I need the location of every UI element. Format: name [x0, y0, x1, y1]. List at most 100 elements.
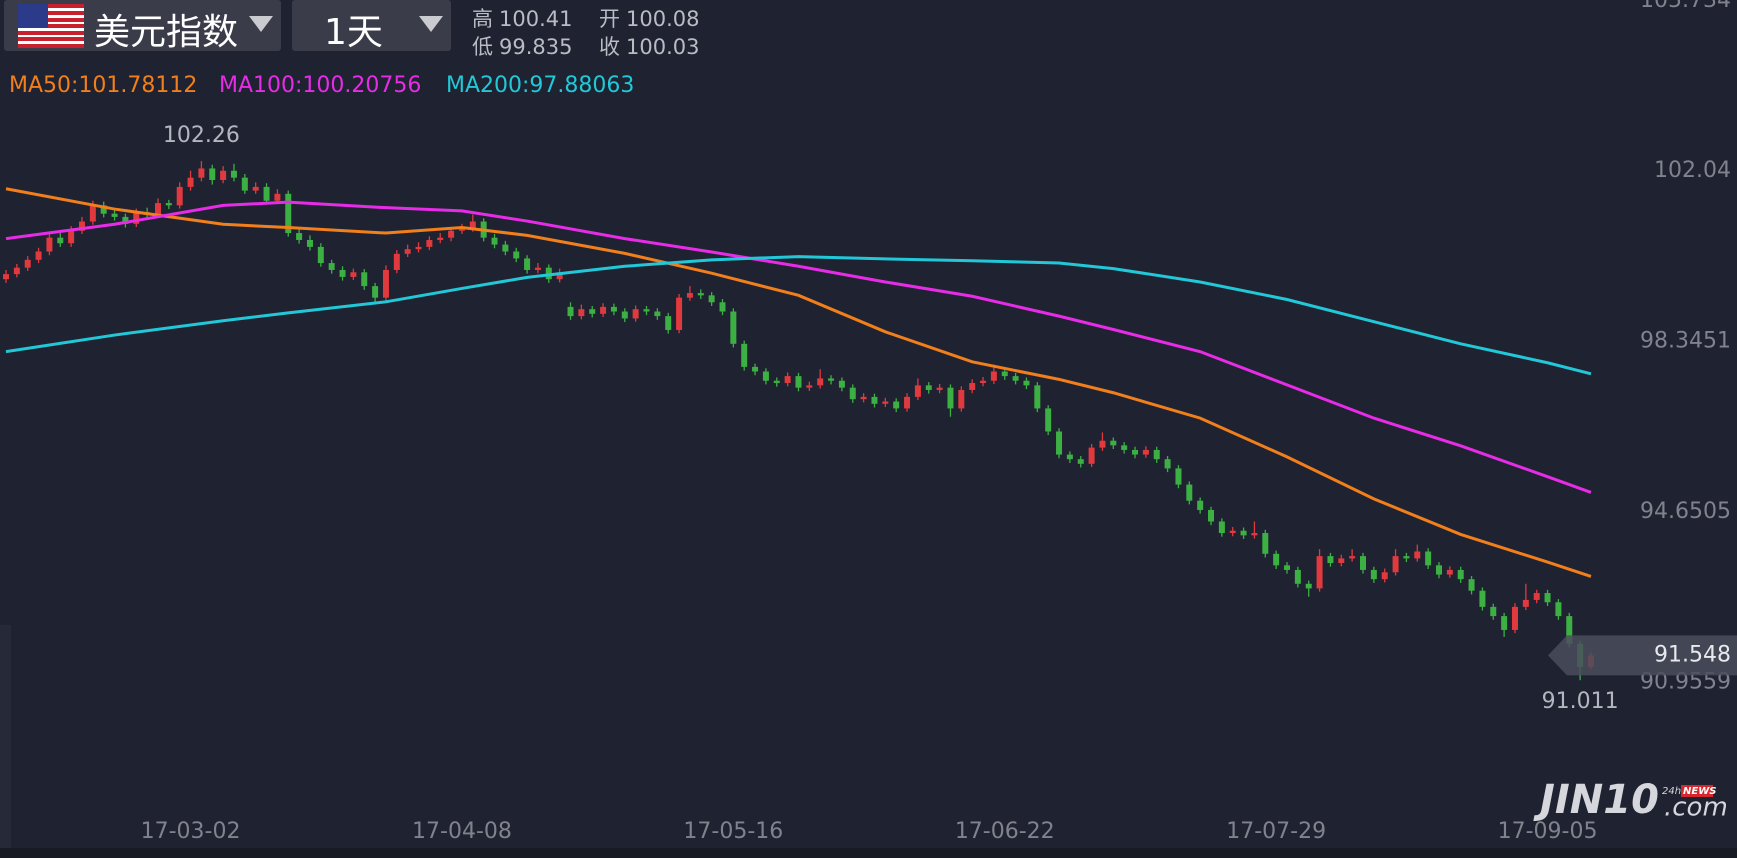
y-tick-label: 98.3451 — [1640, 329, 1731, 354]
plot: 90.955994.650598.3451102.04105.73417-03-… — [3, 0, 1737, 844]
candle-body — [1034, 385, 1041, 409]
x-tick-label: 17-03-02 — [141, 819, 241, 844]
legend-entry: MA200:97.88063 — [446, 73, 634, 98]
candle-body — [925, 385, 932, 390]
candle-body — [621, 311, 628, 319]
candle-body — [1186, 484, 1193, 501]
candle-body — [1305, 583, 1312, 589]
candle-body — [860, 396, 867, 400]
candle-body — [285, 193, 292, 234]
candle-body — [426, 239, 433, 247]
brand-domain: .com — [1664, 793, 1728, 823]
candle-body — [524, 258, 531, 270]
candle-body — [980, 380, 987, 384]
candle-body — [1088, 447, 1095, 464]
x-tick-label: 17-07-29 — [1226, 819, 1326, 844]
ma-line — [5, 255, 1592, 376]
price-tag — [1548, 635, 1737, 676]
bottom-strip — [0, 848, 1737, 858]
candle-body — [361, 272, 368, 287]
candle-body — [1045, 408, 1052, 432]
quote-label: 开 — [599, 7, 620, 31]
candle-body — [1370, 569, 1377, 580]
symbol-name: 美元指数 — [94, 12, 239, 53]
candle-body — [274, 193, 281, 201]
candle-body — [209, 168, 216, 180]
legend-entry: MA50:101.78112 — [9, 73, 197, 98]
candle-body — [469, 221, 476, 229]
candle-body — [1218, 521, 1225, 534]
quote-low: 低 99.835 — [472, 31, 578, 61]
candle-body — [502, 244, 509, 252]
legend-entry: MA100:100.20756 — [219, 73, 421, 98]
candle-body — [784, 376, 791, 384]
candle-body — [882, 401, 889, 404]
candle-body — [491, 237, 498, 245]
candle-body — [220, 170, 227, 180]
y-tick-label: 102.04 — [1654, 158, 1731, 183]
candle-body — [372, 286, 379, 298]
candle-body — [1273, 553, 1280, 566]
quote-value: 99.835 — [499, 35, 573, 59]
candle-body — [1251, 533, 1258, 536]
candle-body — [513, 251, 520, 259]
period-name: 1天 — [324, 12, 383, 53]
candle-body — [1392, 556, 1399, 573]
candle-body — [1435, 565, 1442, 575]
candle-body — [252, 186, 259, 191]
candle-body — [24, 259, 31, 268]
candle-body — [187, 177, 194, 187]
candle-body — [89, 205, 96, 222]
candle-body — [306, 239, 313, 247]
candle-body — [871, 396, 878, 404]
candle-body — [1110, 440, 1117, 446]
dropdown-arrow — [249, 16, 273, 32]
candle-body — [1566, 616, 1573, 644]
candle-body — [936, 387, 943, 390]
candle-body — [1229, 530, 1236, 534]
candle-body — [111, 213, 118, 217]
candle-body — [1468, 579, 1475, 591]
period-dropdown[interactable]: 1天 — [292, 0, 451, 53]
candle-body — [1077, 459, 1084, 464]
badge-a: 24h — [1662, 786, 1681, 797]
candle-body — [339, 269, 346, 277]
candle-body — [1338, 558, 1345, 564]
symbol-dropdown[interactable]: 美元指数 — [4, 0, 281, 53]
candle-body — [534, 267, 541, 270]
candle-body — [328, 263, 335, 270]
brand: JIN10 — [1533, 777, 1659, 823]
quote-value: 100.03 — [626, 35, 700, 59]
candle-body — [1316, 556, 1323, 589]
candle-body — [1511, 606, 1518, 630]
candle-body — [610, 306, 617, 312]
candle-body — [263, 186, 270, 201]
candle-body — [719, 302, 726, 312]
quote-value: 100.08 — [626, 7, 700, 31]
candle-body — [773, 380, 780, 384]
candle-body — [828, 378, 835, 381]
candle-body — [654, 311, 661, 317]
candle-body — [697, 293, 704, 296]
candle-body — [296, 233, 303, 240]
quote-label: 收 — [599, 35, 620, 59]
candle-body — [730, 311, 737, 344]
x-tick-label: 17-05-16 — [683, 819, 783, 844]
ma-line — [5, 187, 1592, 578]
candle-body — [958, 389, 965, 409]
candle-body — [437, 237, 444, 240]
candle-body — [643, 309, 650, 312]
candle-body — [1490, 606, 1497, 617]
candle-body — [632, 309, 639, 319]
candle-body — [708, 295, 715, 303]
candle-body — [1425, 551, 1432, 566]
candle-body — [1142, 449, 1149, 455]
candle-body — [817, 378, 824, 386]
candle-body — [415, 246, 422, 250]
candle-body — [1262, 533, 1269, 554]
candle-body — [1197, 500, 1204, 510]
candle-body — [404, 249, 411, 254]
candle-body — [1284, 565, 1291, 570]
